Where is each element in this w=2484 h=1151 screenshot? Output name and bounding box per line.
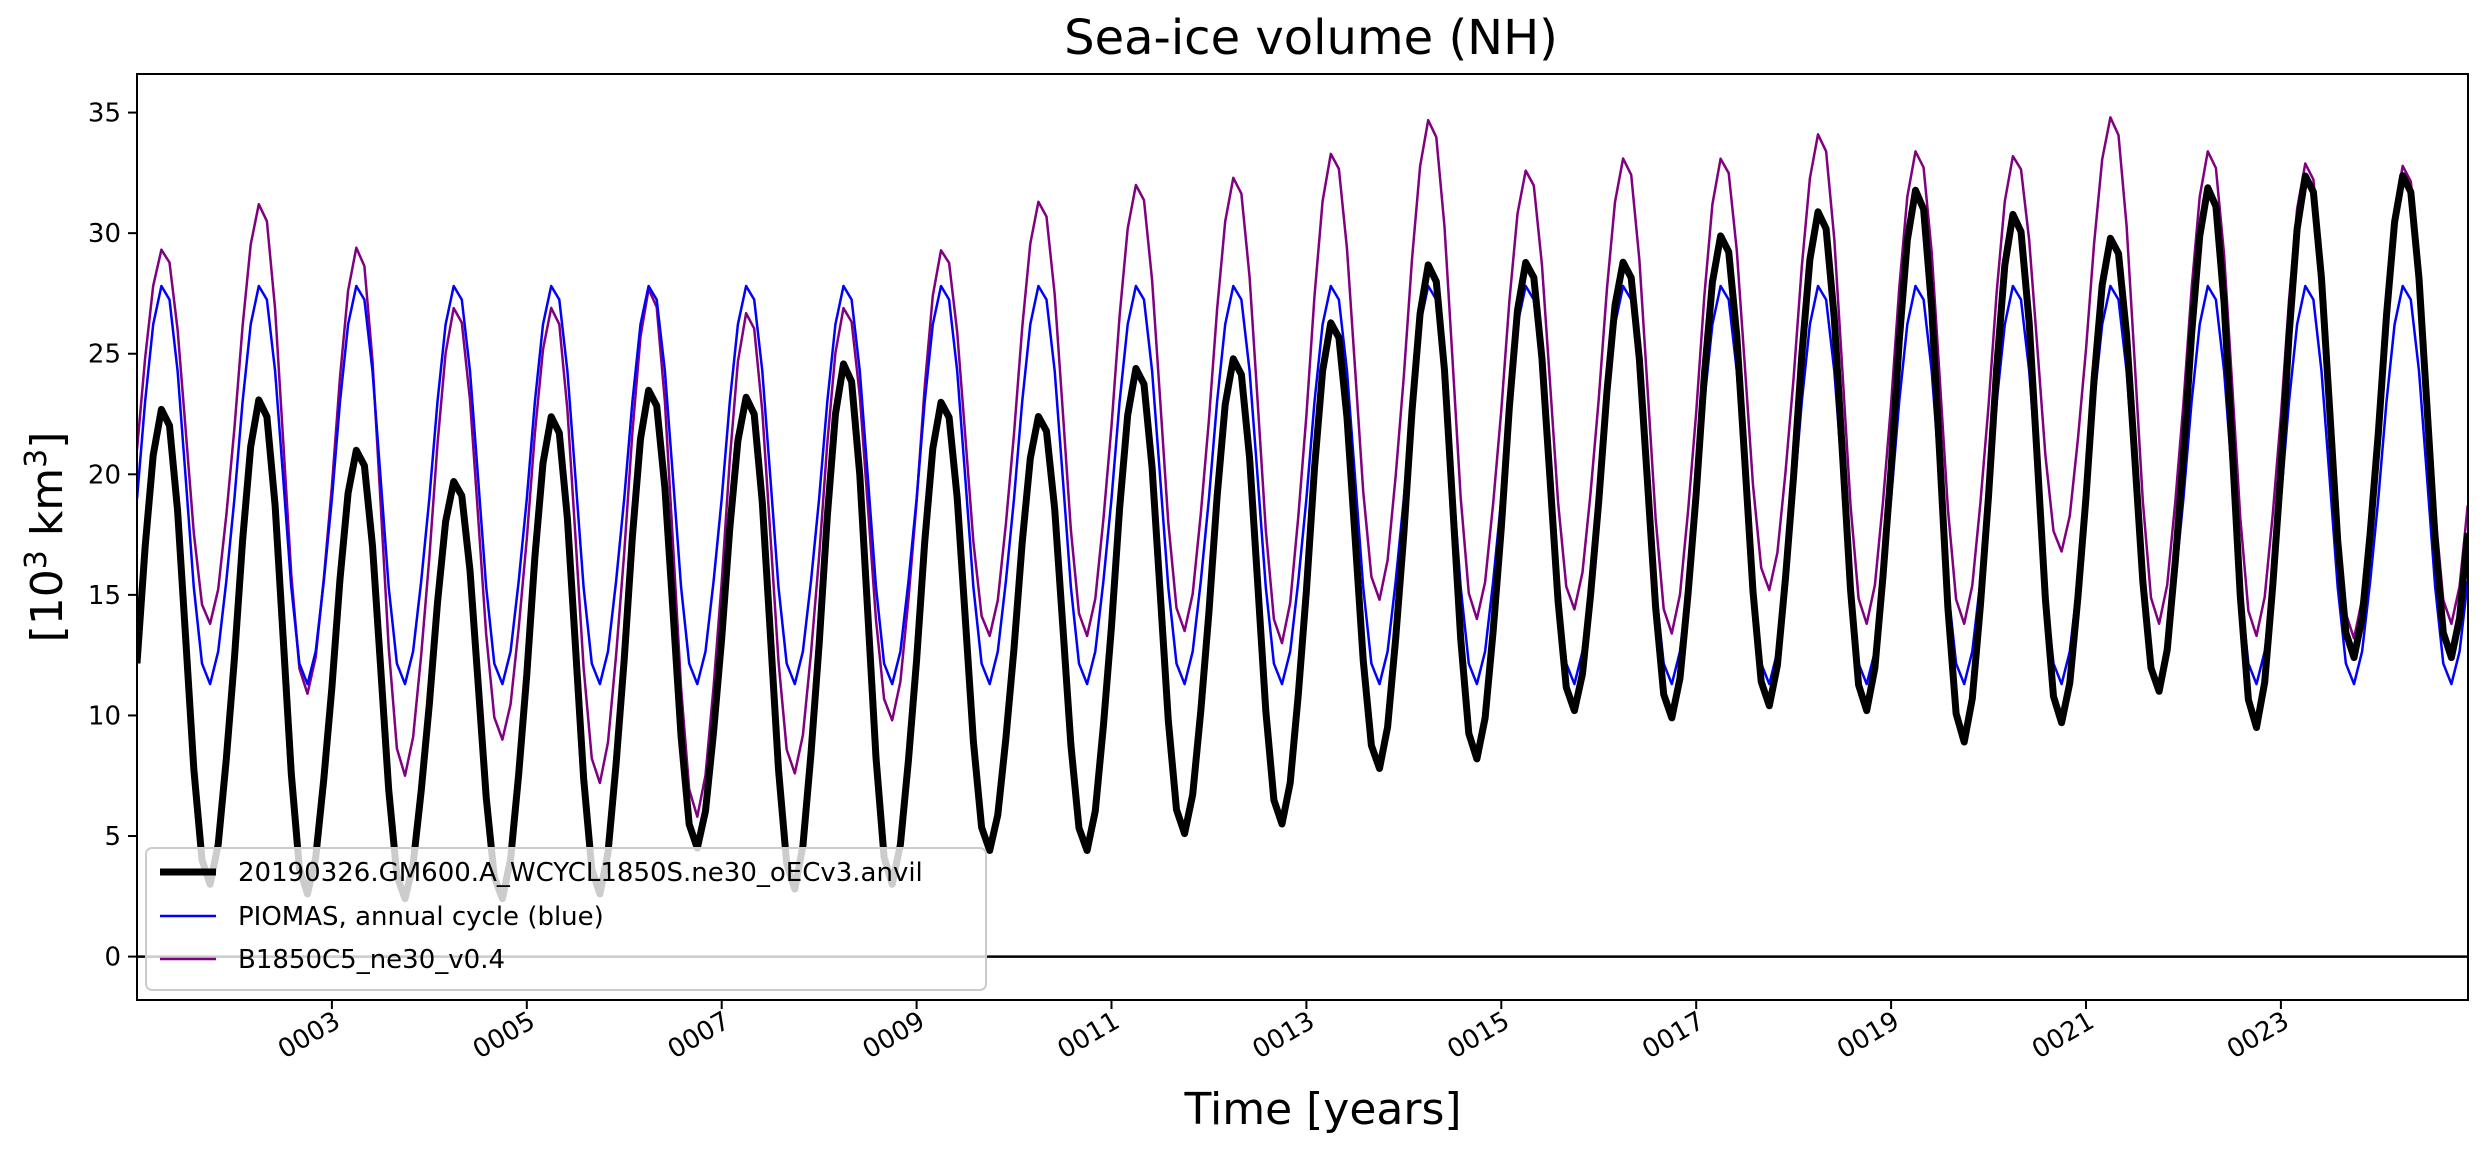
y-tick-label: 5 [104,822,121,852]
legend-box [145,847,987,991]
x-tick-label: 0011 [1053,1006,1125,1065]
y-label-exp1: 3 [19,550,54,569]
x-axis: 0003 0005 0007 0009 0011 0013 0015 0017 0019 0021… [273,1000,2294,1065]
plot-frame [136,73,2469,1001]
y-tick-label: 15 [88,581,121,611]
y-label-mid: km [22,468,73,550]
legend-label-piomas: PIOMAS, annual cycle (blue) [238,902,604,932]
y-label-suffix: ] [22,432,73,449]
chart-title: Sea-ice volume (NH) [1064,10,1558,66]
x-tick-label: 0003 [273,1006,345,1065]
series-line-0 [137,172,2468,903]
x-tick-label: 0021 [2027,1006,2099,1065]
x-tick-label: 0007 [663,1006,735,1065]
y-tick-label: 35 [88,99,121,129]
y-label-exp2: 3 [19,449,54,468]
x-tick-label: 0015 [1442,1006,1514,1065]
legend: 20190326.GM600.A_WCYCL1850S.ne30_oECv3.a… [145,847,987,991]
legend-label-model: 20190326.GM600.A_WCYCL1850S.ne30_oECv3.a… [238,858,923,888]
x-tick-label: 0009 [858,1006,930,1065]
x-tick-label: 0005 [468,1006,540,1065]
legend-label-b1850: B1850C5_ne30_v0.4 [238,945,505,975]
y-tick-label: 0 [104,943,121,973]
series-line-2 [137,116,2468,818]
y-tick-label: 30 [88,219,121,249]
x-axis-label: Time [years] [1183,1084,1461,1135]
y-tick-label: 20 [88,460,121,490]
x-tick-label: 0013 [1248,1006,1320,1065]
x-tick-label: 0017 [1637,1006,1709,1065]
y-axis: 0 5 10 15 20 25 30 35 [88,99,137,973]
series-layer [137,116,2468,903]
y-tick-label: 10 [88,701,121,731]
y-tick-label: 25 [88,340,121,370]
y-label-prefix: [10 [22,569,73,642]
y-axis-label: [103 km3] [19,432,73,643]
x-tick-label: 0023 [2222,1006,2294,1065]
x-tick-label: 0019 [1832,1006,1904,1065]
